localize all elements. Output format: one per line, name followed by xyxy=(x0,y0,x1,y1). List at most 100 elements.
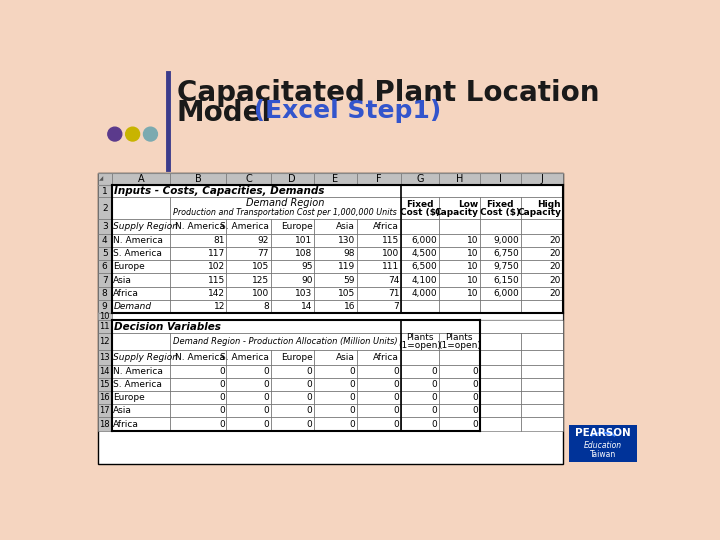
Bar xyxy=(271,273,314,287)
Text: 6: 6 xyxy=(102,262,107,272)
Text: 125: 125 xyxy=(252,275,269,285)
Text: 100: 100 xyxy=(252,288,269,298)
Text: 95: 95 xyxy=(301,262,312,272)
Bar xyxy=(356,219,401,234)
Bar xyxy=(98,247,112,260)
Text: N. America: N. America xyxy=(113,236,163,245)
Bar xyxy=(170,392,226,404)
Text: Asia: Asia xyxy=(336,222,355,231)
Text: 0: 0 xyxy=(264,367,269,376)
Bar xyxy=(98,287,112,300)
Bar xyxy=(356,300,401,313)
Text: 5: 5 xyxy=(102,249,107,258)
Text: S. America: S. America xyxy=(113,249,162,258)
Text: 6,000: 6,000 xyxy=(494,288,519,298)
Text: 102: 102 xyxy=(208,262,225,272)
Text: Europe: Europe xyxy=(281,222,312,231)
Bar xyxy=(480,300,521,313)
Bar xyxy=(356,260,401,273)
Text: 10: 10 xyxy=(467,275,478,285)
Text: Taiwan: Taiwan xyxy=(590,450,616,459)
Text: 6,750: 6,750 xyxy=(494,249,519,258)
Text: 0: 0 xyxy=(307,367,312,376)
Bar xyxy=(521,219,563,234)
Text: 0: 0 xyxy=(307,380,312,389)
Bar xyxy=(480,350,521,365)
Bar xyxy=(401,404,438,417)
Bar xyxy=(170,173,226,185)
Bar xyxy=(112,247,170,260)
Text: 3: 3 xyxy=(102,222,107,231)
Text: 103: 103 xyxy=(295,288,312,298)
Text: Decision Variables: Decision Variables xyxy=(114,322,221,332)
Bar xyxy=(521,300,563,313)
Bar xyxy=(98,219,112,234)
Text: 81: 81 xyxy=(213,236,225,245)
Bar xyxy=(98,300,112,313)
Bar xyxy=(226,234,271,247)
Bar xyxy=(356,392,401,404)
Bar xyxy=(226,247,271,260)
Bar xyxy=(438,365,480,378)
Bar xyxy=(98,273,112,287)
Bar xyxy=(438,197,480,219)
Text: 14: 14 xyxy=(99,367,110,376)
Text: Africa: Africa xyxy=(374,353,399,362)
Text: B: B xyxy=(194,174,202,184)
Bar xyxy=(170,300,226,313)
Bar xyxy=(226,404,271,417)
Text: 92: 92 xyxy=(258,236,269,245)
Bar xyxy=(170,234,226,247)
Bar xyxy=(112,173,170,185)
Text: 90: 90 xyxy=(301,275,312,285)
Text: 0: 0 xyxy=(472,380,478,389)
Bar xyxy=(438,234,480,247)
Bar xyxy=(112,392,170,404)
Bar xyxy=(98,404,112,417)
Text: 6,500: 6,500 xyxy=(411,262,437,272)
Bar xyxy=(170,219,226,234)
Text: S. America: S. America xyxy=(113,380,162,389)
Text: 20: 20 xyxy=(550,288,561,298)
Text: 8: 8 xyxy=(264,302,269,310)
Bar xyxy=(401,350,438,365)
Text: 0: 0 xyxy=(472,407,478,415)
Bar xyxy=(271,417,314,430)
Bar xyxy=(271,287,314,300)
Bar xyxy=(226,350,271,365)
Bar xyxy=(98,320,112,333)
Text: Africa: Africa xyxy=(113,420,139,429)
Bar xyxy=(170,350,226,365)
Bar xyxy=(401,287,438,300)
Bar xyxy=(438,350,480,365)
Text: E: E xyxy=(332,174,338,184)
Bar xyxy=(112,185,563,197)
Bar xyxy=(226,173,271,185)
Bar xyxy=(98,313,112,320)
Bar xyxy=(480,417,521,430)
Bar xyxy=(438,173,480,185)
Bar xyxy=(314,287,356,300)
Text: 9,750: 9,750 xyxy=(494,262,519,272)
Text: 98: 98 xyxy=(343,249,355,258)
Bar xyxy=(112,365,170,378)
Text: 59: 59 xyxy=(343,275,355,285)
Text: 0: 0 xyxy=(349,407,355,415)
Text: Low: Low xyxy=(458,200,478,208)
Text: Asia: Asia xyxy=(336,353,355,362)
Bar xyxy=(226,392,271,404)
Text: 71: 71 xyxy=(388,288,399,298)
Bar xyxy=(98,260,112,273)
Text: 105: 105 xyxy=(252,262,269,272)
Bar xyxy=(271,392,314,404)
Bar xyxy=(314,404,356,417)
Text: 0: 0 xyxy=(349,380,355,389)
Bar xyxy=(521,287,563,300)
Text: 101: 101 xyxy=(295,236,312,245)
Text: 20: 20 xyxy=(550,249,561,258)
Text: ◢: ◢ xyxy=(99,176,104,181)
Bar xyxy=(314,365,356,378)
Bar xyxy=(521,333,563,350)
Bar xyxy=(480,404,521,417)
Bar xyxy=(98,173,112,185)
